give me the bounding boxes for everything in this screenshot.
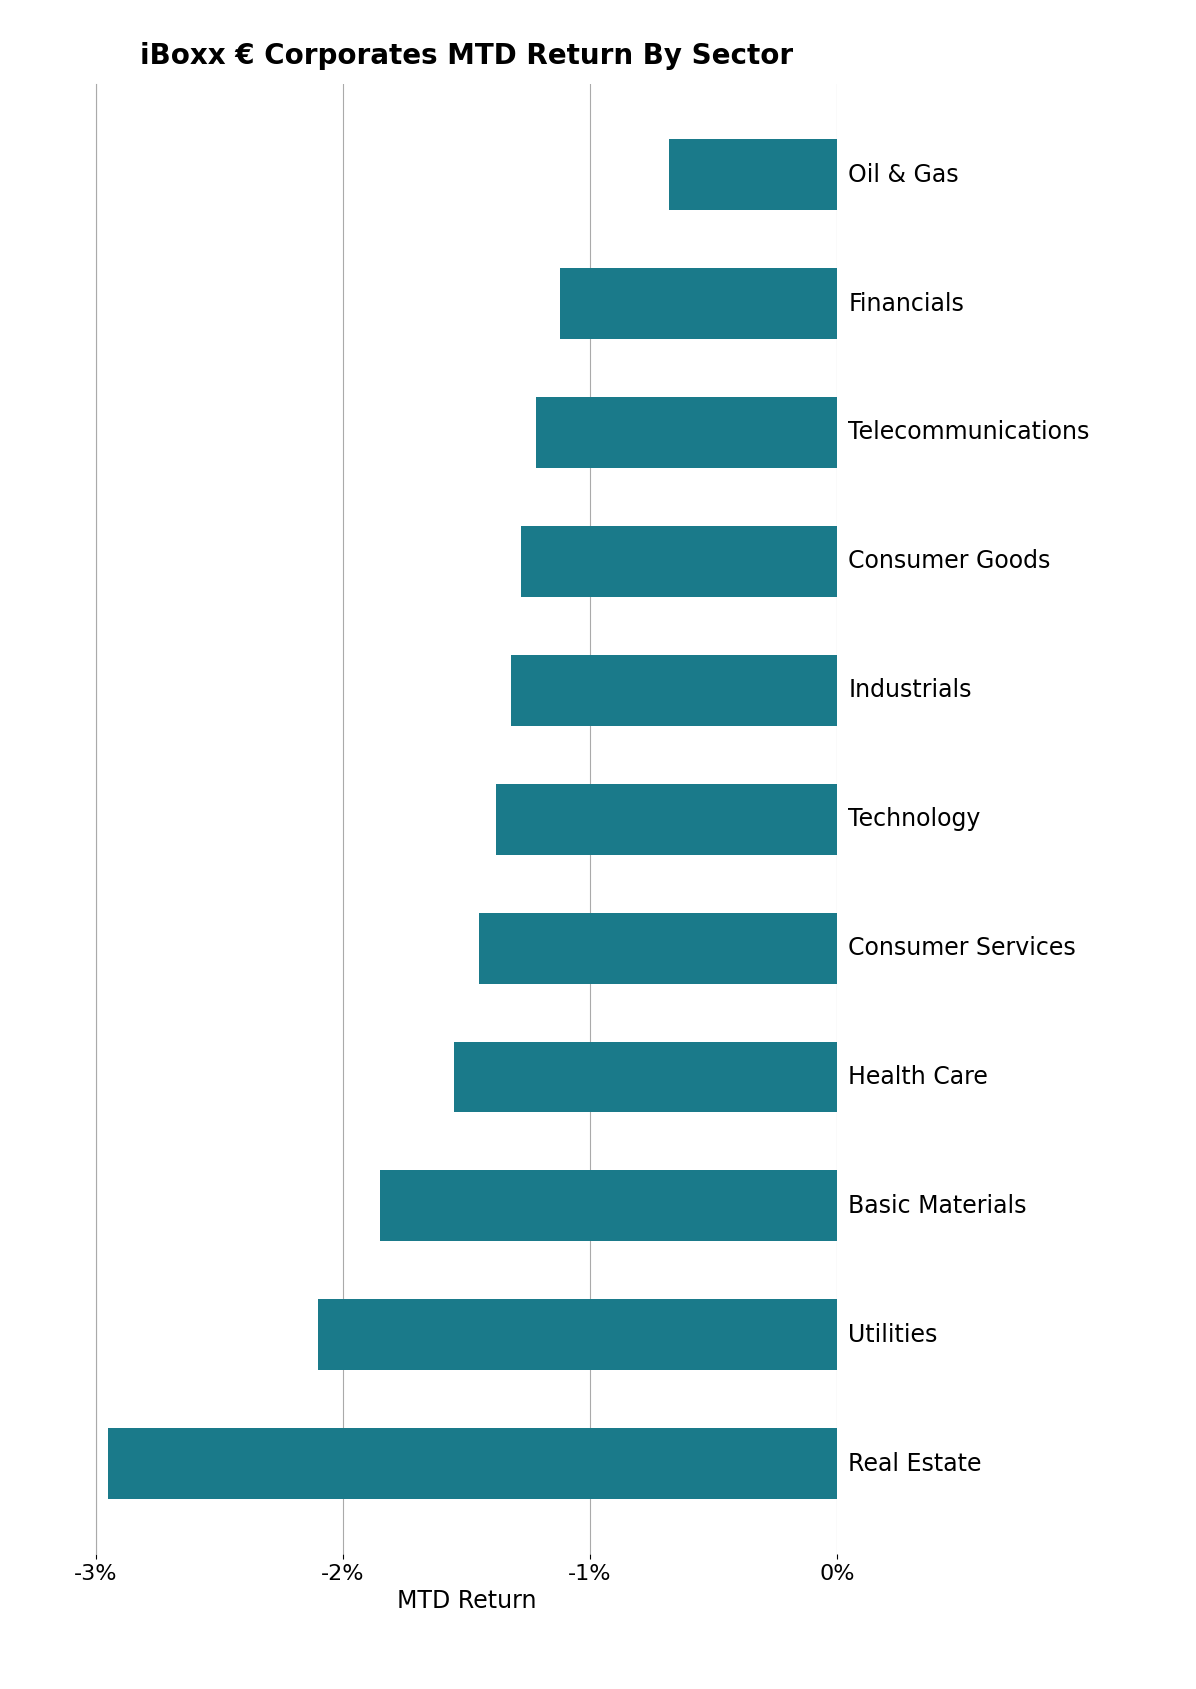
Bar: [520, 525, 837, 596]
Text: Consumer Goods: Consumer Goods: [848, 549, 1051, 573]
Text: Utilities: Utilities: [848, 1322, 938, 1346]
Bar: [536, 397, 837, 468]
Text: Health Care: Health Care: [848, 1066, 988, 1089]
Bar: [454, 1042, 837, 1113]
Bar: [511, 655, 837, 726]
Bar: [561, 269, 837, 339]
Bar: [380, 1170, 837, 1241]
Text: Financials: Financials: [848, 292, 964, 316]
Title: iBoxx € Corporates MTD Return By Sector: iBoxx € Corporates MTD Return By Sector: [140, 42, 793, 69]
Text: Industrials: Industrials: [848, 679, 972, 703]
X-axis label: MTD Return: MTD Return: [397, 1589, 536, 1613]
Text: Real Estate: Real Estate: [848, 1451, 982, 1476]
Text: Telecommunications: Telecommunications: [848, 421, 1090, 444]
Bar: [669, 138, 837, 209]
Bar: [478, 912, 837, 983]
Bar: [496, 784, 837, 855]
Text: Consumer Services: Consumer Services: [848, 936, 1076, 959]
Bar: [318, 1299, 837, 1370]
Text: Oil & Gas: Oil & Gas: [848, 162, 959, 187]
Bar: [108, 1429, 837, 1500]
Text: Basic Materials: Basic Materials: [848, 1194, 1027, 1218]
Text: Technology: Technology: [848, 807, 981, 831]
